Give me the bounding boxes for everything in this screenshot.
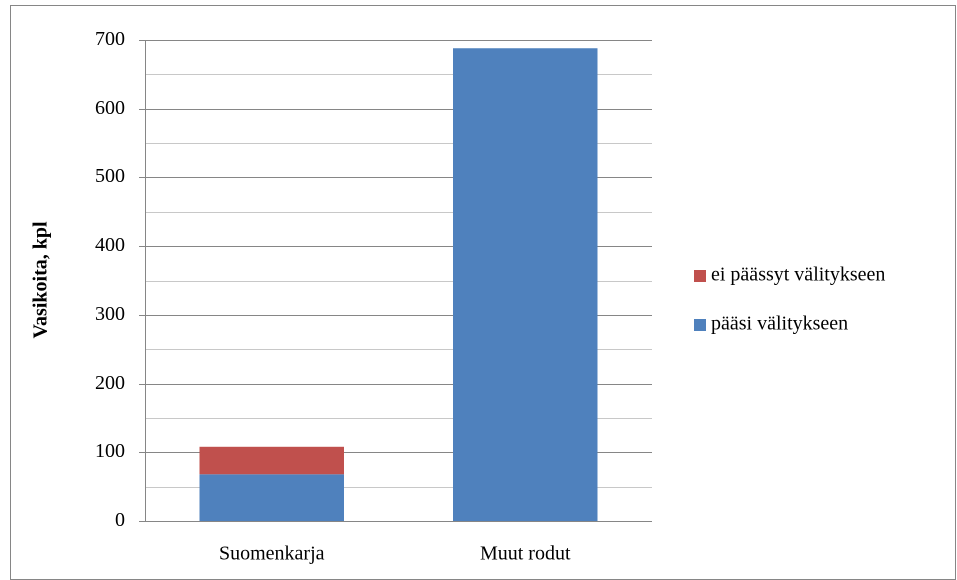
y-tick-label: 200 (95, 372, 125, 394)
y-tick-label: 300 (95, 303, 125, 325)
x-tick-label: Suomenkarja (219, 543, 325, 565)
bar-segment (199, 474, 344, 521)
y-tick-label: 400 (95, 234, 125, 256)
legend-swatch (694, 270, 706, 282)
y-tick-label: 600 (95, 97, 125, 119)
legend-swatch (694, 319, 706, 331)
y-tick-label: 500 (95, 165, 125, 187)
y-axis-title: Vasikoita, kpl (30, 221, 52, 339)
y-tick-label: 700 (95, 28, 125, 50)
y-tick-label: 100 (95, 440, 125, 462)
legend-label: ei päässyt välitykseen (711, 264, 885, 286)
bar-segment (199, 446, 344, 475)
y-tick-label: 0 (115, 509, 125, 531)
bar-segment (453, 48, 598, 521)
legend-label: pääsi välitykseen (711, 313, 848, 335)
x-tick-label: Muut rodut (480, 543, 571, 565)
